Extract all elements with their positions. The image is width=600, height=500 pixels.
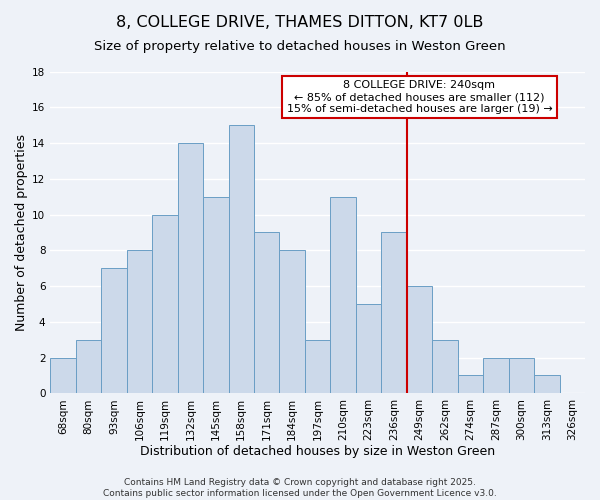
Y-axis label: Number of detached properties: Number of detached properties: [15, 134, 28, 331]
Bar: [229, 125, 254, 394]
Bar: [203, 196, 229, 394]
Bar: [127, 250, 152, 394]
Bar: [534, 376, 560, 394]
Bar: [178, 143, 203, 394]
Bar: [254, 232, 280, 394]
Bar: [305, 340, 331, 394]
Text: 8 COLLEGE DRIVE: 240sqm
← 85% of detached houses are smaller (112)
15% of semi-d: 8 COLLEGE DRIVE: 240sqm ← 85% of detache…: [287, 80, 553, 114]
Bar: [76, 340, 101, 394]
Bar: [356, 304, 381, 394]
X-axis label: Distribution of detached houses by size in Weston Green: Distribution of detached houses by size …: [140, 444, 495, 458]
Text: Contains HM Land Registry data © Crown copyright and database right 2025.
Contai: Contains HM Land Registry data © Crown c…: [103, 478, 497, 498]
Bar: [381, 232, 407, 394]
Bar: [331, 196, 356, 394]
Bar: [50, 358, 76, 394]
Text: 8, COLLEGE DRIVE, THAMES DITTON, KT7 0LB: 8, COLLEGE DRIVE, THAMES DITTON, KT7 0LB: [116, 15, 484, 30]
Bar: [407, 286, 432, 394]
Bar: [101, 268, 127, 394]
Bar: [280, 250, 305, 394]
Bar: [152, 214, 178, 394]
Bar: [432, 340, 458, 394]
Bar: [458, 376, 483, 394]
Bar: [509, 358, 534, 394]
Bar: [483, 358, 509, 394]
Text: Size of property relative to detached houses in Weston Green: Size of property relative to detached ho…: [94, 40, 506, 53]
